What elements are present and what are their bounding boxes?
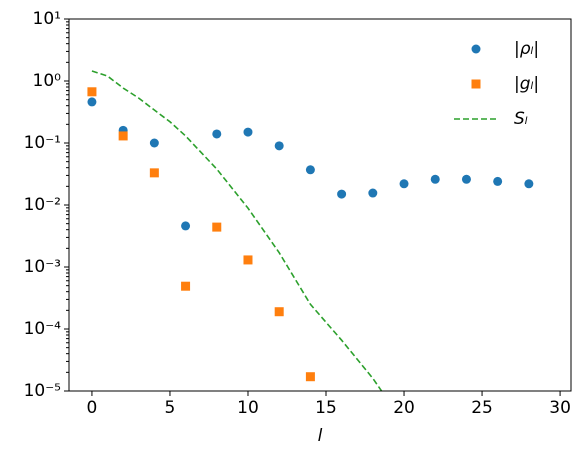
x-tick-label: 15	[315, 398, 337, 418]
point	[305, 165, 315, 175]
x-tick-label: 0	[87, 398, 98, 418]
point	[181, 281, 191, 291]
point	[524, 179, 534, 189]
legend-label: |ρₗ|	[514, 39, 539, 59]
legend-label: |gₗ|	[514, 74, 539, 94]
y-tick-label: 10⁻⁴	[24, 319, 62, 339]
point	[243, 127, 253, 137]
point	[243, 255, 253, 265]
y-tick-label: 10⁻¹	[24, 133, 61, 153]
point	[493, 176, 503, 186]
x-tick-label: 20	[393, 398, 415, 418]
y-tick-label: 10⁻³	[24, 257, 61, 277]
point	[212, 129, 222, 139]
point	[181, 221, 191, 231]
point	[87, 87, 97, 97]
point	[149, 168, 159, 178]
point	[87, 97, 97, 107]
point	[274, 307, 284, 317]
y-tick-label: 10¹	[33, 9, 61, 29]
x-axis-label: l	[318, 426, 323, 446]
y-tick-label: 10⁻⁵	[24, 381, 61, 401]
point	[212, 222, 222, 232]
point	[430, 174, 440, 184]
point	[399, 179, 409, 189]
legend-marker	[471, 44, 481, 54]
point	[274, 141, 284, 151]
point	[305, 372, 315, 382]
y-tick-label: 10⁰	[33, 71, 62, 91]
point	[461, 174, 471, 184]
point	[118, 131, 128, 141]
plot-area	[87, 70, 534, 391]
y-tick-label: 10⁻²	[24, 195, 61, 215]
point	[149, 138, 159, 148]
x-tick-label: 10	[237, 398, 259, 418]
x-tick-label: 5	[165, 398, 176, 418]
line	[91, 70, 383, 391]
point	[337, 189, 347, 199]
x-tick-label: 30	[549, 398, 571, 418]
point	[368, 188, 378, 198]
axes-frame	[68, 18, 572, 392]
legend-marker	[471, 79, 481, 89]
x-tick-label: 25	[471, 398, 493, 418]
legend-label: Sₗ	[514, 109, 528, 129]
